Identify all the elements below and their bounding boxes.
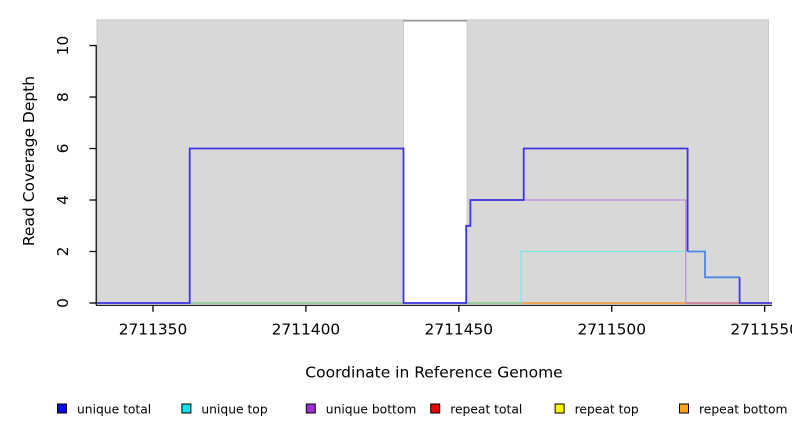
legend-swatch-repeat-bottom — [679, 403, 689, 414]
series-unique-bottom — [470, 199, 687, 303]
series-unique-total-tail — [687, 250, 740, 279]
legend-swatch-unique-total — [57, 403, 67, 414]
legend-label-repeat-top: repeat top — [575, 402, 639, 416]
y-tick-label: 0 — [54, 298, 72, 308]
series-unique-top — [520, 250, 705, 303]
series-unique-total-end — [738, 277, 772, 304]
covered-region-1 — [96, 19, 404, 304]
series-unique-total — [97, 147, 689, 304]
legend-label-repeat-total: repeat total — [450, 402, 522, 416]
y-axis-title: Read Coverage Depth — [20, 76, 38, 246]
x-tick-label: 2711350 — [119, 321, 188, 339]
y-tick-label: 2 — [54, 247, 72, 257]
x-tick-label: 2711400 — [272, 321, 341, 339]
legend-swatch-unique-bottom — [305, 403, 316, 414]
covered-region-2 — [466, 19, 770, 304]
y-tick-label: 10 — [54, 36, 72, 56]
y-tick-label: 6 — [54, 144, 72, 154]
legend-swatch-unique-top — [181, 403, 192, 414]
legend-swatch-repeat-total — [430, 403, 441, 414]
y-tick-label: 4 — [54, 195, 72, 205]
legend-label-repeat-bottom: repeat bottom — [699, 402, 787, 416]
x-axis-title: Coordinate in Reference Genome — [305, 364, 562, 382]
legend-label-unique-total: unique total — [77, 402, 151, 416]
x-tick-label: 2711450 — [425, 321, 494, 339]
x-tick-label: 2711500 — [577, 321, 646, 339]
legend-label-unique-bottom: unique bottom — [326, 402, 417, 416]
y-tick-label: 8 — [54, 92, 72, 102]
legend-label-unique-top: unique top — [201, 402, 267, 416]
legend-swatch-repeat-top — [554, 403, 565, 414]
